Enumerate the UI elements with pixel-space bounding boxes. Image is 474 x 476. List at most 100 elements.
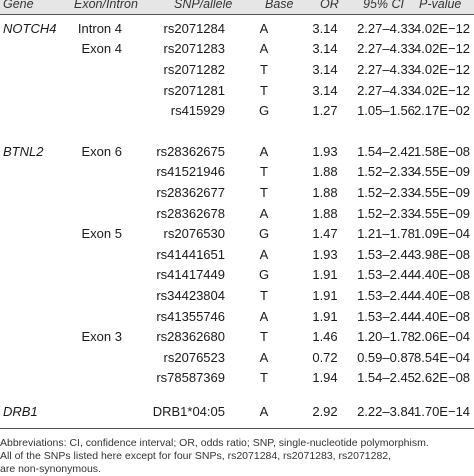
p-value-cell: 4.40E−08 — [414, 267, 471, 282]
ci-cell: 1.21–1.78 — [357, 226, 415, 241]
or-cell: 2.92 — [312, 404, 338, 419]
snp-cell: rs41441651 — [156, 247, 225, 262]
ci-cell: 1.53–2.44 — [357, 309, 415, 324]
or-cell: 0.72 — [312, 350, 338, 365]
ci-cell: 2.22–3.84 — [357, 404, 415, 419]
or-cell: 3.14 — [312, 41, 338, 56]
exon-cell: Exon 5 — [81, 226, 122, 241]
ci-cell: 1.05–1.56 — [357, 103, 415, 118]
base-cell: G — [258, 267, 270, 282]
snp-cell: rs41521946 — [156, 164, 225, 179]
ci-cell: 1.20–1.78 — [357, 329, 415, 344]
ci-cell: 1.53–2.44 — [357, 288, 415, 303]
p-value-cell: 2.17E−02 — [414, 103, 471, 118]
p-value-cell: 1.58E−08 — [414, 144, 471, 159]
base-cell: G — [258, 103, 270, 118]
ci-cell: 1.53–2.44 — [357, 267, 415, 282]
header-base: Base — [265, 0, 294, 11]
footnote-abbreviations: Abbreviations: CI, confidence interval; … — [0, 437, 429, 449]
header-ci: 95% CI — [363, 0, 404, 11]
snp-cell: rs2071283 — [163, 41, 225, 56]
base-cell: T — [260, 329, 268, 344]
snp-cell: DRB1*04:05 — [152, 404, 225, 419]
or-cell: 1.47 — [312, 226, 338, 241]
snp-cell: rs2076530 — [163, 226, 225, 241]
ci-cell: 2.27–4.33 — [357, 21, 415, 36]
or-cell: 1.91 — [312, 288, 338, 303]
or-cell: 1.93 — [312, 247, 338, 262]
snp-cell: rs28362680 — [156, 329, 225, 344]
header-snp: SNP/allele — [174, 0, 233, 11]
p-value-cell: 2.06E−04 — [414, 329, 471, 344]
ci-cell: 1.54–2.42 — [357, 144, 415, 159]
base-cell: A — [259, 144, 269, 159]
base-cell: T — [260, 83, 268, 98]
ci-cell: 1.52–2.33 — [357, 206, 415, 221]
base-cell: T — [260, 62, 268, 77]
snp-cell: rs28362677 — [156, 185, 225, 200]
p-value-cell: 2.62E−08 — [414, 370, 471, 385]
base-cell: A — [259, 21, 269, 36]
exon-cell: Exon 4 — [81, 41, 122, 56]
base-cell: A — [259, 41, 269, 56]
snp-cell: rs28362678 — [156, 206, 225, 221]
snp-cell: rs2076523 — [163, 350, 225, 365]
base-cell: T — [260, 164, 268, 179]
snp-cell: rs41417449 — [156, 267, 225, 282]
p-value-cell: 4.40E−08 — [414, 309, 471, 324]
header-p: P-value — [419, 0, 462, 11]
base-cell: T — [260, 370, 268, 385]
snp-cell: rs2071284 — [163, 21, 225, 36]
header-or: OR — [320, 0, 339, 11]
exon-cell: Exon 3 — [81, 329, 122, 344]
ci-cell: 1.53–2.44 — [357, 247, 415, 262]
or-cell: 1.91 — [312, 309, 338, 324]
ci-cell: 0.59–0.87 — [357, 350, 415, 365]
base-cell: T — [260, 185, 268, 200]
ci-cell: 2.27–4.33 — [357, 62, 415, 77]
p-value-cell: 4.55E−09 — [414, 164, 471, 179]
base-cell: A — [259, 247, 269, 262]
snp-cell: rs28362675 — [156, 144, 225, 159]
ci-cell: 2.27–4.33 — [357, 41, 415, 56]
snp-cell: rs2071282 — [163, 62, 225, 77]
base-cell: A — [259, 404, 269, 419]
footnote-snps-cont: are non-synonymous. — [0, 463, 101, 475]
or-cell: 1.46 — [312, 329, 338, 344]
p-value-cell: 1.09E−04 — [414, 226, 471, 241]
table-header: Gene Exon/Intron SNP/allele Base OR 95% … — [0, 0, 474, 15]
header-exon: Exon/Intron — [74, 0, 138, 11]
snp-cell: rs34423804 — [156, 288, 225, 303]
base-cell: A — [259, 206, 269, 221]
p-value-cell: 4.55E−09 — [414, 206, 471, 221]
p-value-cell: 4.02E−12 — [414, 83, 471, 98]
exon-cell: Exon 6 — [81, 144, 122, 159]
base-cell: A — [259, 309, 269, 324]
base-cell: G — [258, 226, 270, 241]
base-cell: A — [259, 350, 269, 365]
footnote-snps: All of the SNPs listed here except for f… — [0, 450, 392, 462]
p-value-cell: 3.98E−08 — [414, 247, 471, 262]
exon-cell: Intron 4 — [77, 21, 122, 36]
gene-cell: BTNL2 — [3, 144, 44, 159]
p-value-cell: 4.55E−09 — [414, 185, 471, 200]
ci-cell: 1.52–2.33 — [357, 164, 415, 179]
snp-cell: rs78587369 — [156, 370, 225, 385]
snp-cell: rs415929 — [170, 103, 225, 118]
p-value-cell: 1.70E−14 — [414, 404, 471, 419]
header-gene: Gene — [3, 0, 34, 11]
ci-cell: 1.54–2.45 — [357, 370, 415, 385]
or-cell: 1.91 — [312, 267, 338, 282]
p-value-cell: 4.02E−12 — [414, 41, 471, 56]
gene-cell: NOTCH4 — [3, 21, 57, 36]
gene-cell: DRB1 — [3, 404, 38, 419]
p-value-cell: 8.54E−04 — [414, 350, 471, 365]
or-cell: 1.88 — [312, 185, 338, 200]
p-value-cell: 4.02E−12 — [414, 62, 471, 77]
or-cell: 3.14 — [312, 62, 338, 77]
or-cell: 1.93 — [312, 144, 338, 159]
p-value-cell: 4.40E−08 — [414, 288, 471, 303]
or-cell: 1.88 — [312, 206, 338, 221]
snp-cell: rs2071281 — [163, 83, 225, 98]
